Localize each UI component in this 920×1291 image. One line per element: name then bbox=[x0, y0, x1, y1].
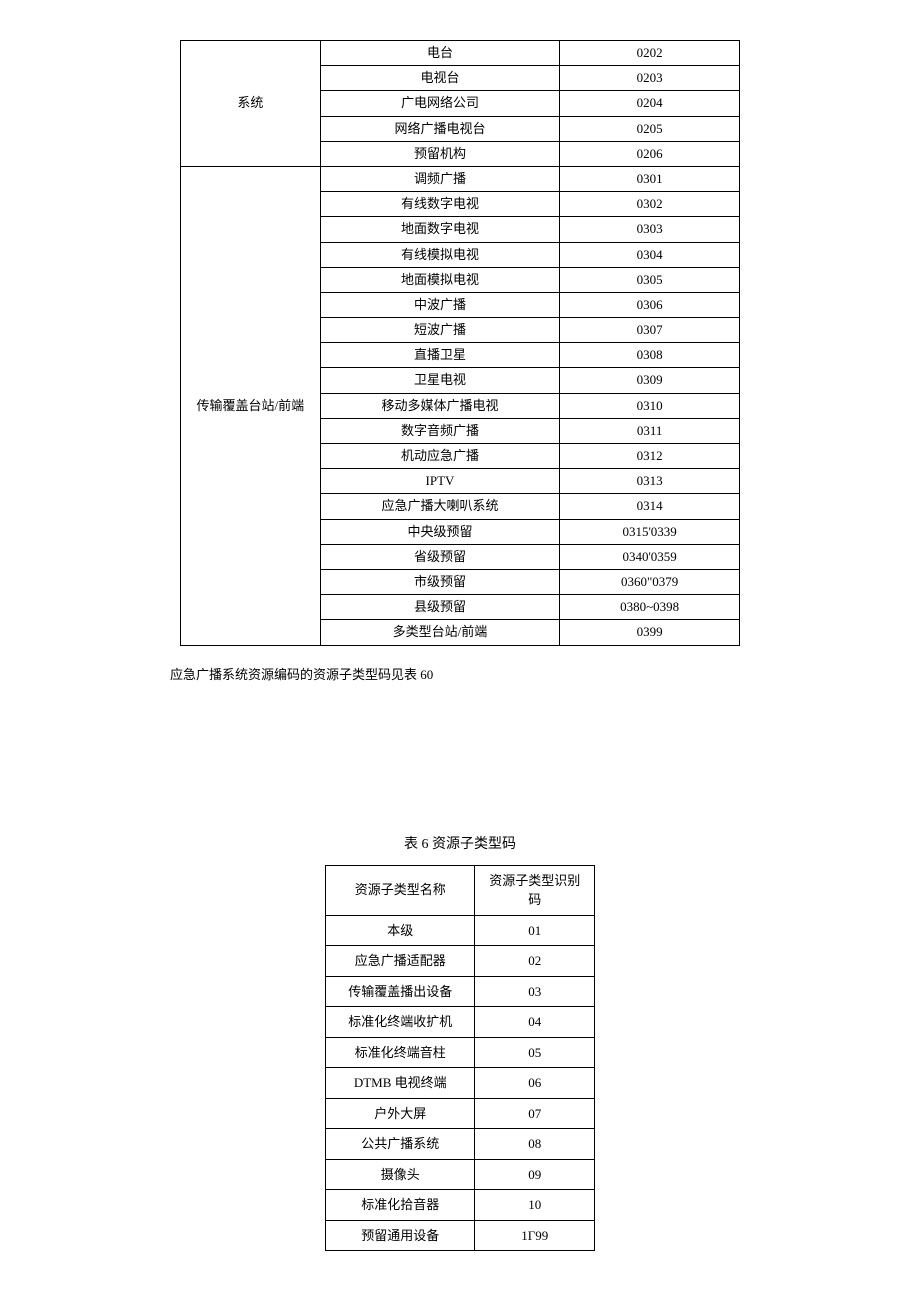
code-cell: 0304 bbox=[560, 242, 740, 267]
subtype-code-cell: 05 bbox=[475, 1037, 595, 1068]
name-cell: 有线数字电视 bbox=[320, 192, 560, 217]
table6-header-name: 资源子类型名称 bbox=[326, 865, 475, 915]
code-cell: 0307 bbox=[560, 318, 740, 343]
subtype-code-cell: 1Γ99 bbox=[475, 1220, 595, 1251]
code-cell: 0302 bbox=[560, 192, 740, 217]
subtype-name-cell: 标准化终端收扩机 bbox=[326, 1007, 475, 1038]
name-cell: 地面数字电视 bbox=[320, 217, 560, 242]
subtype-name-cell: 本级 bbox=[326, 915, 475, 946]
name-cell: 有线模拟电视 bbox=[320, 242, 560, 267]
table-row: 公共广播系统08 bbox=[326, 1129, 595, 1160]
code-cell: 0399 bbox=[560, 620, 740, 645]
table-row: DTMB 电视终端06 bbox=[326, 1068, 595, 1099]
name-cell: 移动多媒体广播电视 bbox=[320, 393, 560, 418]
subtype-code-cell: 06 bbox=[475, 1068, 595, 1099]
code-cell: 0315'0339 bbox=[560, 519, 740, 544]
name-cell: 电台 bbox=[320, 41, 560, 66]
table-row: 标准化终端收扩机04 bbox=[326, 1007, 595, 1038]
subtype-name-cell: 预留通用设备 bbox=[326, 1220, 475, 1251]
code-cell: 0305 bbox=[560, 267, 740, 292]
code-cell: 0308 bbox=[560, 343, 740, 368]
table-row: 系统电台0202 bbox=[181, 41, 740, 66]
subtype-name-cell: DTMB 电视终端 bbox=[326, 1068, 475, 1099]
category-cell: 系统 bbox=[181, 41, 321, 167]
code-cell: 0311 bbox=[560, 418, 740, 443]
subtype-code-cell: 02 bbox=[475, 946, 595, 977]
subtype-name-cell: 标准化终端音柱 bbox=[326, 1037, 475, 1068]
resource-subtype-table: 资源子类型名称 资源子类型识别码 本级01应急广播适配器02传输覆盖播出设备03… bbox=[325, 865, 595, 1252]
subtype-name-cell: 户外大屏 bbox=[326, 1098, 475, 1129]
name-cell: 广电网络公司 bbox=[320, 91, 560, 116]
code-cell: 0340'0359 bbox=[560, 544, 740, 569]
subtype-name-cell: 应急广播适配器 bbox=[326, 946, 475, 977]
subtype-code-cell: 09 bbox=[475, 1159, 595, 1190]
code-cell: 0204 bbox=[560, 91, 740, 116]
subtype-name-cell: 公共广播系统 bbox=[326, 1129, 475, 1160]
code-cell: 0206 bbox=[560, 141, 740, 166]
code-cell: 0360"0379 bbox=[560, 569, 740, 594]
code-cell: 0205 bbox=[560, 116, 740, 141]
subtype-code-cell: 04 bbox=[475, 1007, 595, 1038]
code-cell: 0380~0398 bbox=[560, 595, 740, 620]
table6-title: 表 6 资源子类型码 bbox=[60, 833, 860, 853]
name-cell: 县级预留 bbox=[320, 595, 560, 620]
table-row: 本级01 bbox=[326, 915, 595, 946]
code-cell: 0303 bbox=[560, 217, 740, 242]
name-cell: 中波广播 bbox=[320, 292, 560, 317]
code-cell: 0306 bbox=[560, 292, 740, 317]
name-cell: 直播卫星 bbox=[320, 343, 560, 368]
table6-header-row: 资源子类型名称 资源子类型识别码 bbox=[326, 865, 595, 915]
name-cell: 卫星电视 bbox=[320, 368, 560, 393]
code-cell: 0312 bbox=[560, 444, 740, 469]
table-row: 摄像头09 bbox=[326, 1159, 595, 1190]
table-row: 户外大屏07 bbox=[326, 1098, 595, 1129]
name-cell: 多类型台站/前端 bbox=[320, 620, 560, 645]
resource-type-table: 系统电台0202电视台0203广电网络公司0204网络广播电视台0205预留机构… bbox=[180, 40, 740, 646]
subtype-name-cell: 传输覆盖播出设备 bbox=[326, 976, 475, 1007]
table-row: 预留通用设备1Γ99 bbox=[326, 1220, 595, 1251]
category-cell: 传输覆盖台站/前端 bbox=[181, 166, 321, 645]
code-cell: 0202 bbox=[560, 41, 740, 66]
subtype-code-cell: 10 bbox=[475, 1190, 595, 1221]
name-cell: 应急广播大喇叭系统 bbox=[320, 494, 560, 519]
table6-header-code: 资源子类型识别码 bbox=[475, 865, 595, 915]
table-row: 标准化终端音柱05 bbox=[326, 1037, 595, 1068]
name-cell: 地面模拟电视 bbox=[320, 267, 560, 292]
code-cell: 0314 bbox=[560, 494, 740, 519]
name-cell: 调频广播 bbox=[320, 166, 560, 191]
note-text: 应急广播系统资源编码的资源子类型码见表 60 bbox=[170, 664, 860, 683]
table-row: 应急广播适配器02 bbox=[326, 946, 595, 977]
name-cell: IPTV bbox=[320, 469, 560, 494]
name-cell: 网络广播电视台 bbox=[320, 116, 560, 141]
subtype-code-cell: 01 bbox=[475, 915, 595, 946]
code-cell: 0310 bbox=[560, 393, 740, 418]
name-cell: 中央级预留 bbox=[320, 519, 560, 544]
subtype-code-cell: 08 bbox=[475, 1129, 595, 1160]
name-cell: 数字音频广播 bbox=[320, 418, 560, 443]
code-cell: 0301 bbox=[560, 166, 740, 191]
table-row: 传输覆盖播出设备03 bbox=[326, 976, 595, 1007]
subtype-name-cell: 摄像头 bbox=[326, 1159, 475, 1190]
name-cell: 短波广播 bbox=[320, 318, 560, 343]
code-cell: 0203 bbox=[560, 66, 740, 91]
code-cell: 0309 bbox=[560, 368, 740, 393]
name-cell: 预留机构 bbox=[320, 141, 560, 166]
name-cell: 省级预留 bbox=[320, 544, 560, 569]
subtype-code-cell: 03 bbox=[475, 976, 595, 1007]
code-cell: 0313 bbox=[560, 469, 740, 494]
name-cell: 市级预留 bbox=[320, 569, 560, 594]
subtype-code-cell: 07 bbox=[475, 1098, 595, 1129]
table-row: 标准化拾音器10 bbox=[326, 1190, 595, 1221]
name-cell: 电视台 bbox=[320, 66, 560, 91]
name-cell: 机动应急广播 bbox=[320, 444, 560, 469]
table-row: 传输覆盖台站/前端调频广播0301 bbox=[181, 166, 740, 191]
subtype-name-cell: 标准化拾音器 bbox=[326, 1190, 475, 1221]
